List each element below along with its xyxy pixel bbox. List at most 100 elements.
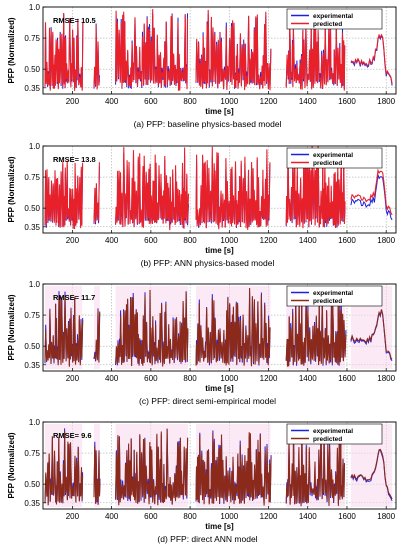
- x-tick-label: 200: [66, 374, 80, 383]
- plot-lines: [44, 426, 393, 507]
- panel-caption: (a) PFP: baseline physics-based model: [134, 119, 282, 129]
- x-tick-label: 200: [66, 236, 80, 245]
- x-axis-label: time [s]: [205, 107, 234, 116]
- chart-panel-0: 200 400 600 800 1000 1200 1400 1600 1800 1.0 0.75 0…: [7, 3, 397, 129]
- rmse-annotation: RMSE= 10.5: [53, 16, 96, 25]
- x-tick-label: 1600: [338, 236, 356, 245]
- panel-caption: (c) PFP: direct semi-empirical model: [139, 396, 276, 406]
- x-tick-label: 1600: [338, 512, 356, 521]
- axes-frame: [42, 283, 397, 372]
- y-tick-label: 0.50: [24, 480, 40, 489]
- x-tick-label: 1000: [220, 512, 238, 521]
- y-tick-label: 0.35: [24, 223, 40, 232]
- x-tick-label: 1800: [377, 374, 395, 383]
- rmse-annotation: RMSE= 11.7: [53, 293, 95, 302]
- x-tick-label: 1200: [260, 97, 278, 106]
- x-tick-label: 1400: [299, 97, 317, 106]
- y-tick-label: 0.50: [24, 342, 40, 351]
- x-tick-label: 800: [183, 512, 197, 521]
- legend-label-experimental: experimental: [313, 428, 353, 435]
- x-axis-label: time [s]: [205, 384, 234, 393]
- y-axis-label: PFP (Normalized): [7, 294, 16, 360]
- legend-label-experimental: experimental: [313, 152, 353, 159]
- x-tick-label: 800: [183, 97, 197, 106]
- y-tick-label: 0.35: [24, 84, 40, 93]
- y-tick-label: 0.35: [24, 499, 40, 508]
- x-tick-label: 800: [183, 236, 197, 245]
- legend-label-experimental: experimental: [313, 13, 353, 20]
- legend-label-predicted: predicted: [313, 160, 342, 167]
- x-tick-label: 1000: [220, 97, 238, 106]
- legend-label-experimental: experimental: [313, 290, 353, 297]
- legend-box: [286, 285, 383, 307]
- x-tick-label: 800: [183, 374, 197, 383]
- rmse-annotation: RMSE= 13.8: [53, 155, 96, 164]
- y-axis-label: PFP (Normalized): [7, 156, 16, 222]
- band-rect: [93, 424, 100, 507]
- series-predicted-line: [44, 426, 393, 507]
- x-tick-label: 600: [144, 374, 158, 383]
- legend-box: [286, 8, 383, 30]
- x-tick-label: 200: [66, 512, 80, 521]
- chart-panel-2: 200 400 600 800 1000 1200 1400 1600 1800 1.0 0.75 0…: [7, 280, 397, 406]
- panel-caption: (b) PFP: ANN physics-based model: [141, 258, 275, 268]
- y-tick-label: 1.0: [29, 3, 41, 12]
- y-tick-label: 0.50: [24, 65, 40, 74]
- x-tick-label: 1200: [260, 512, 278, 521]
- y-axis-label: PFP (Normalized): [7, 432, 16, 498]
- y-tick-label: 0.75: [24, 173, 40, 182]
- x-tick-label: 1400: [299, 236, 317, 245]
- chart-panel-1: 200 400 600 800 1000 1200 1400 1600 1800 1.0 0.75 0…: [7, 142, 397, 268]
- x-tick-label: 200: [66, 97, 80, 106]
- plot-lines: [44, 146, 393, 231]
- y-tick-label: 0.75: [24, 449, 40, 458]
- x-tick-label: 600: [144, 512, 158, 521]
- chart-panel-3: 200 400 600 800 1000 1200 1400 1600 1800 1.0 0.75 0…: [7, 418, 397, 544]
- y-axis-label: PFP (Normalized): [7, 17, 16, 83]
- x-tick-label: 1000: [220, 236, 238, 245]
- y-tick-label: 0.75: [24, 34, 40, 43]
- x-tick-label: 1800: [377, 236, 395, 245]
- x-tick-label: 400: [105, 236, 119, 245]
- y-tick-label: 0.35: [24, 361, 40, 370]
- x-tick-label: 1600: [338, 97, 356, 106]
- y-tick-label: 1.0: [29, 280, 41, 289]
- y-tick-label: 0.50: [24, 204, 40, 213]
- y-tick-label: 1.0: [29, 418, 41, 427]
- x-tick-label: 1600: [338, 374, 356, 383]
- x-tick-label: 1800: [377, 512, 395, 521]
- rmse-annotation: RMSE= 9.6: [53, 431, 92, 440]
- x-tick-label: 1800: [377, 97, 395, 106]
- legend-box: [286, 147, 383, 169]
- plot-lines: [44, 9, 393, 91]
- x-tick-label: 1200: [260, 374, 278, 383]
- x-tick-label: 600: [144, 236, 158, 245]
- series-predicted-line: [44, 146, 393, 231]
- x-tick-label: 1400: [299, 374, 317, 383]
- x-tick-label: 600: [144, 97, 158, 106]
- legend-label-predicted: predicted: [313, 436, 342, 443]
- axes-frame: [42, 145, 397, 234]
- axes-frame: [42, 421, 397, 510]
- x-tick-label: 400: [105, 374, 119, 383]
- legend-label-predicted: predicted: [313, 298, 342, 305]
- series-predicted-line: [44, 287, 393, 367]
- panel-caption: (d) PFP: direct ANN model: [157, 534, 257, 544]
- x-tick-label: 1400: [299, 512, 317, 521]
- y-tick-label: 1.0: [29, 142, 41, 151]
- plot-lines: [44, 287, 393, 367]
- legend-box: [286, 423, 383, 445]
- band-rect: [93, 286, 100, 369]
- x-axis-label: time [s]: [205, 522, 234, 531]
- x-tick-label: 400: [105, 97, 119, 106]
- legend-label-predicted: predicted: [313, 21, 342, 28]
- x-tick-label: 1200: [260, 236, 278, 245]
- y-tick-label: 0.75: [24, 311, 40, 320]
- x-tick-label: 400: [105, 512, 119, 521]
- x-axis-label: time [s]: [205, 246, 234, 255]
